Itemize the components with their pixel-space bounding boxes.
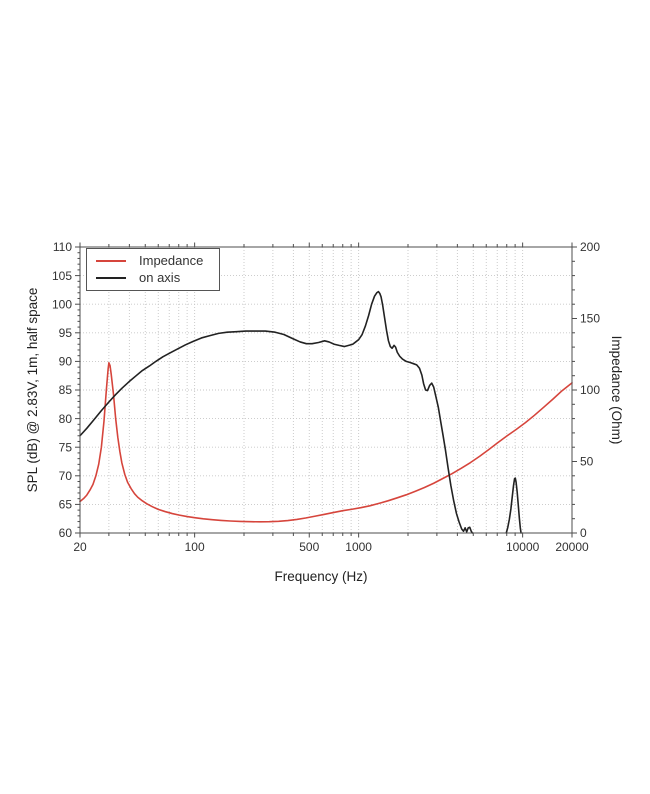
y-right-tick-label: 200 (580, 240, 600, 254)
y-left-tick-label: 100 (52, 297, 72, 311)
y-left-tick-label: 85 (59, 383, 73, 397)
legend-label-on-axis: on axis (139, 270, 181, 285)
y-left-tick-label: 65 (59, 498, 73, 512)
legend-item-impedance: Impedance (96, 252, 213, 269)
y-left-tick-label: 105 (52, 269, 72, 283)
legend-label-impedance: Impedance (139, 253, 204, 268)
tick-label-layer: 20 100 500 1000 10000 20000606570758085909510… (52, 240, 600, 554)
y-left-tick-label: 80 (59, 412, 73, 426)
x-tick-label: 20 (73, 540, 87, 554)
y-left-tick-label: 110 (53, 240, 72, 254)
impedance-curve (79, 362, 573, 523)
on-axis-curve (505, 477, 522, 534)
x-tick-label: 1000 (345, 540, 372, 554)
tick-layer (75, 242, 577, 538)
on-axis-line-sample (96, 276, 126, 279)
x-tick-label: 10000 (506, 540, 540, 554)
x-tick-label: 100 (185, 540, 205, 554)
on-axis-curve (79, 290, 474, 534)
impedance-line-sample (96, 259, 126, 262)
y-left-tick-label: 60 (59, 526, 73, 540)
y-right-tick-label: 0 (580, 526, 587, 540)
legend-item-on-axis: on axis (96, 269, 213, 286)
y-left-tick-label: 90 (59, 355, 73, 369)
x-axis-label: Frequency (Hz) (274, 569, 367, 584)
x-tick-label: 500 (299, 540, 319, 554)
y-axis-label-right: Impedance (Ohm) (609, 336, 624, 445)
y-right-tick-label: 150 (580, 312, 600, 326)
chart-legend: Impedance on axis (86, 248, 220, 291)
y-axis-label-left: SPL (dB) @ 2.83V, 1m, half space (25, 288, 40, 493)
x-tick-label: 20000 (555, 540, 589, 554)
series-layer (79, 290, 573, 534)
y-left-tick-label: 75 (59, 440, 73, 454)
y-right-tick-label: 100 (580, 383, 600, 397)
y-right-tick-label: 50 (580, 455, 594, 469)
y-left-tick-label: 95 (59, 326, 73, 340)
y-left-tick-label: 70 (59, 469, 73, 483)
